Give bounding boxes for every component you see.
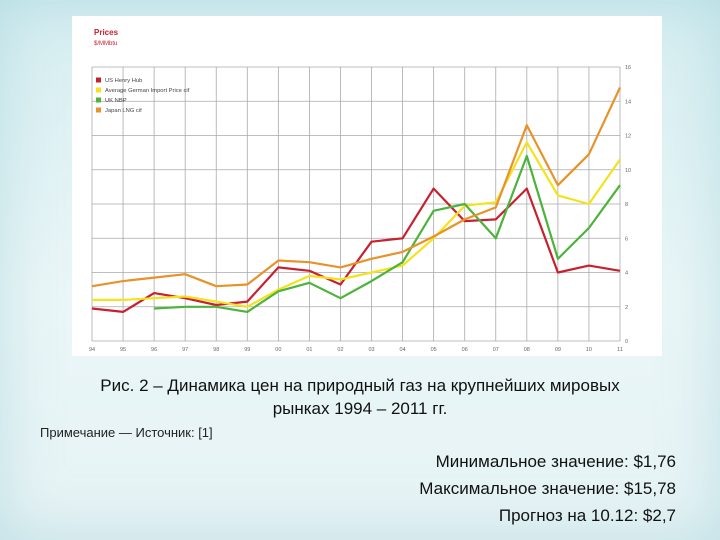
x-tick-label: 98 xyxy=(213,347,219,353)
chart-subtitle: $/MMbtu xyxy=(94,41,117,47)
y-tick-label: 14 xyxy=(625,99,631,105)
x-tick-label: 00 xyxy=(275,347,281,353)
legend-swatch xyxy=(96,87,101,93)
x-tick-label: 94 xyxy=(89,347,95,353)
series-line xyxy=(92,141,621,308)
x-tick-label: 11 xyxy=(617,347,623,353)
y-tick-label: 16 xyxy=(625,65,631,71)
legend-label: Average German Import Price cif xyxy=(105,88,190,94)
legend-label: Japan LNG cif xyxy=(105,108,142,114)
series-line xyxy=(91,87,621,288)
x-tick-label: 10 xyxy=(586,347,592,353)
x-tick-label: 01 xyxy=(306,347,312,353)
y-tick-label: 4 xyxy=(625,271,628,277)
legend-label: UK NBP xyxy=(105,98,127,104)
legend-swatch xyxy=(96,107,101,113)
y-tick-label: 2 xyxy=(625,305,628,311)
x-tick-label: 08 xyxy=(524,347,530,353)
x-tick-label: 97 xyxy=(182,347,188,353)
legend-label: US Henry Hub xyxy=(105,78,142,84)
x-tick-label: 03 xyxy=(368,347,374,353)
series-line xyxy=(154,154,621,313)
chart-title: Prices xyxy=(94,28,119,37)
chart-card: Prices $/MMbtu 0 2 4 6 8 10 12 14 16 94 95 96 97 98 99 00… xyxy=(72,16,662,356)
x-tick-label: 05 xyxy=(431,347,437,353)
y-tick-label: 6 xyxy=(625,236,628,242)
caption-line-2: рынках 1994 – 2011 гг. xyxy=(272,399,448,418)
x-tick-label: 99 xyxy=(244,347,250,353)
source-note: Примечание — Источник: [1] xyxy=(40,425,213,440)
y-tick-label: 10 xyxy=(625,168,631,174)
series-line xyxy=(91,187,621,313)
stats-block: Минимальное значение: $1,76 Максимальное… xyxy=(276,448,676,529)
x-tick-label: 07 xyxy=(493,347,499,353)
y-tick-label: 0 xyxy=(625,339,628,345)
forecast-value: Прогноз на 10.12: $2,7 xyxy=(498,506,676,525)
legend-swatch xyxy=(96,77,101,83)
x-tick-label: 95 xyxy=(120,347,126,353)
legend-swatch xyxy=(96,97,101,103)
x-tick-label: 96 xyxy=(151,347,157,353)
x-tick-label: 06 xyxy=(462,347,468,353)
x-tick-label: 09 xyxy=(555,347,561,353)
max-value: Максимальное значение: $15,78 xyxy=(419,479,676,498)
y-tick-label: 12 xyxy=(625,134,631,140)
x-tick-label: 02 xyxy=(337,347,343,353)
figure-caption: Рис. 2 – Динамика цен на природный газ н… xyxy=(40,374,680,420)
y-tick-label: 8 xyxy=(625,202,628,208)
min-value: Минимальное значение: $1,76 xyxy=(435,452,676,471)
x-tick-label: 04 xyxy=(400,347,406,353)
caption-line-1: Рис. 2 – Динамика цен на природный газ н… xyxy=(100,376,620,395)
